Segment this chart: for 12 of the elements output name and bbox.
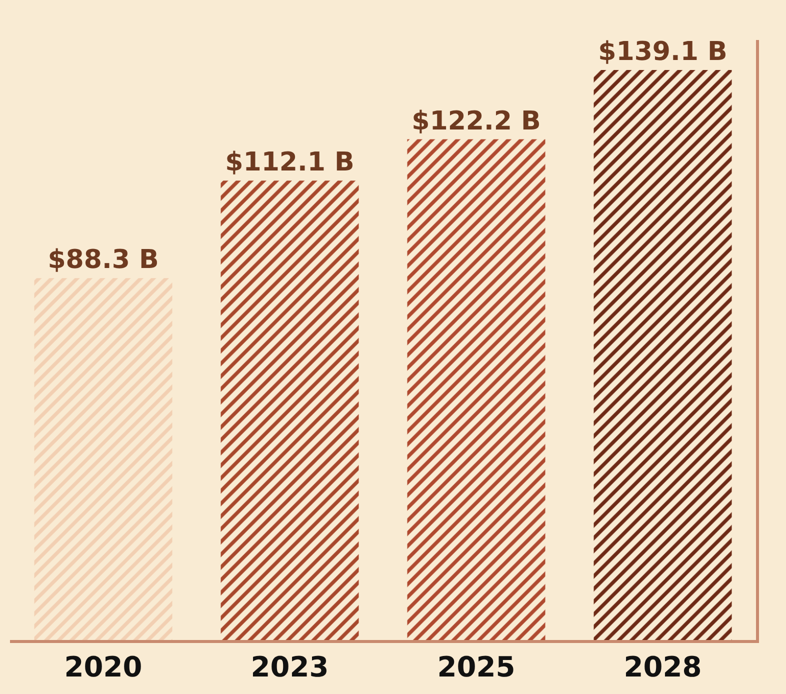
x-tick-label: 2020: [64, 650, 142, 684]
x-tick-label: 2025: [437, 650, 516, 684]
x-tick-label: 2023: [250, 650, 329, 684]
data-label: $139.1 B: [598, 37, 728, 67]
x-tick-label: 2028: [624, 650, 702, 684]
data-label: $112.1 B: [225, 148, 354, 178]
bar: [594, 70, 732, 640]
bar: [220, 180, 359, 640]
data-label: $88.3 B: [48, 245, 159, 276]
bar: [34, 278, 172, 640]
bar: [407, 139, 546, 640]
data-label: $122.2 B: [412, 106, 541, 136]
